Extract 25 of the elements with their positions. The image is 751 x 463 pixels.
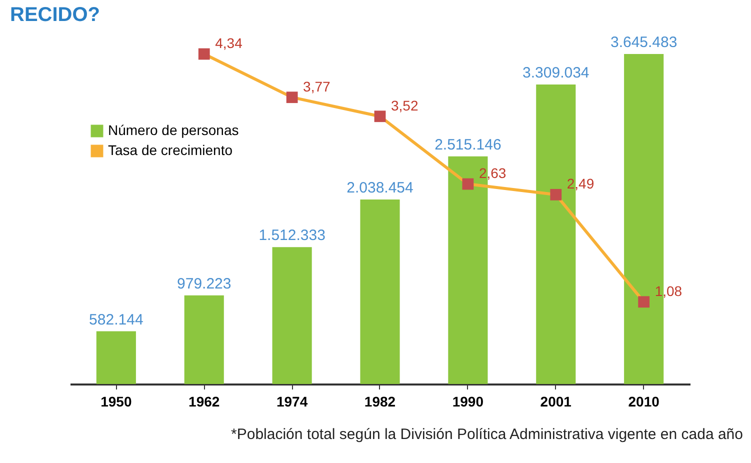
legend-label: Número de personas — [108, 122, 239, 138]
x-tick-label: 2001 — [540, 394, 572, 410]
x-tick-label: 1982 — [364, 394, 396, 410]
x-tick-label: 1950 — [100, 394, 132, 410]
data-label: 582.144 — [89, 311, 144, 328]
data-label: 1.512.333 — [258, 227, 326, 244]
data-label: 2.515.146 — [434, 136, 502, 154]
x-tick-label: 1974 — [276, 394, 308, 410]
data-label: 4,34 — [215, 35, 243, 51]
data-label: 979.223 — [176, 275, 232, 292]
data-label: 2.038.454 — [346, 179, 414, 196]
data-label: 3.309.034 — [522, 64, 590, 82]
bar — [272, 247, 312, 384]
data-label: 3.645.483 — [610, 34, 678, 51]
x-tick-label: 1962 — [188, 394, 220, 410]
data-label: 3,52 — [391, 97, 418, 114]
x-tick-label: 1990 — [452, 394, 484, 410]
data-label: 3,77 — [303, 78, 331, 94]
legend-label: Tasa de crecimiento — [108, 142, 233, 158]
x-tick-label: 2010 — [628, 394, 660, 410]
chart-title: RECIDO? — [10, 4, 100, 26]
bar — [184, 295, 224, 384]
bar — [360, 199, 400, 384]
text: *Población total según la División Política Administrativa vigente en cada año — [230, 426, 744, 443]
bar — [96, 331, 136, 384]
